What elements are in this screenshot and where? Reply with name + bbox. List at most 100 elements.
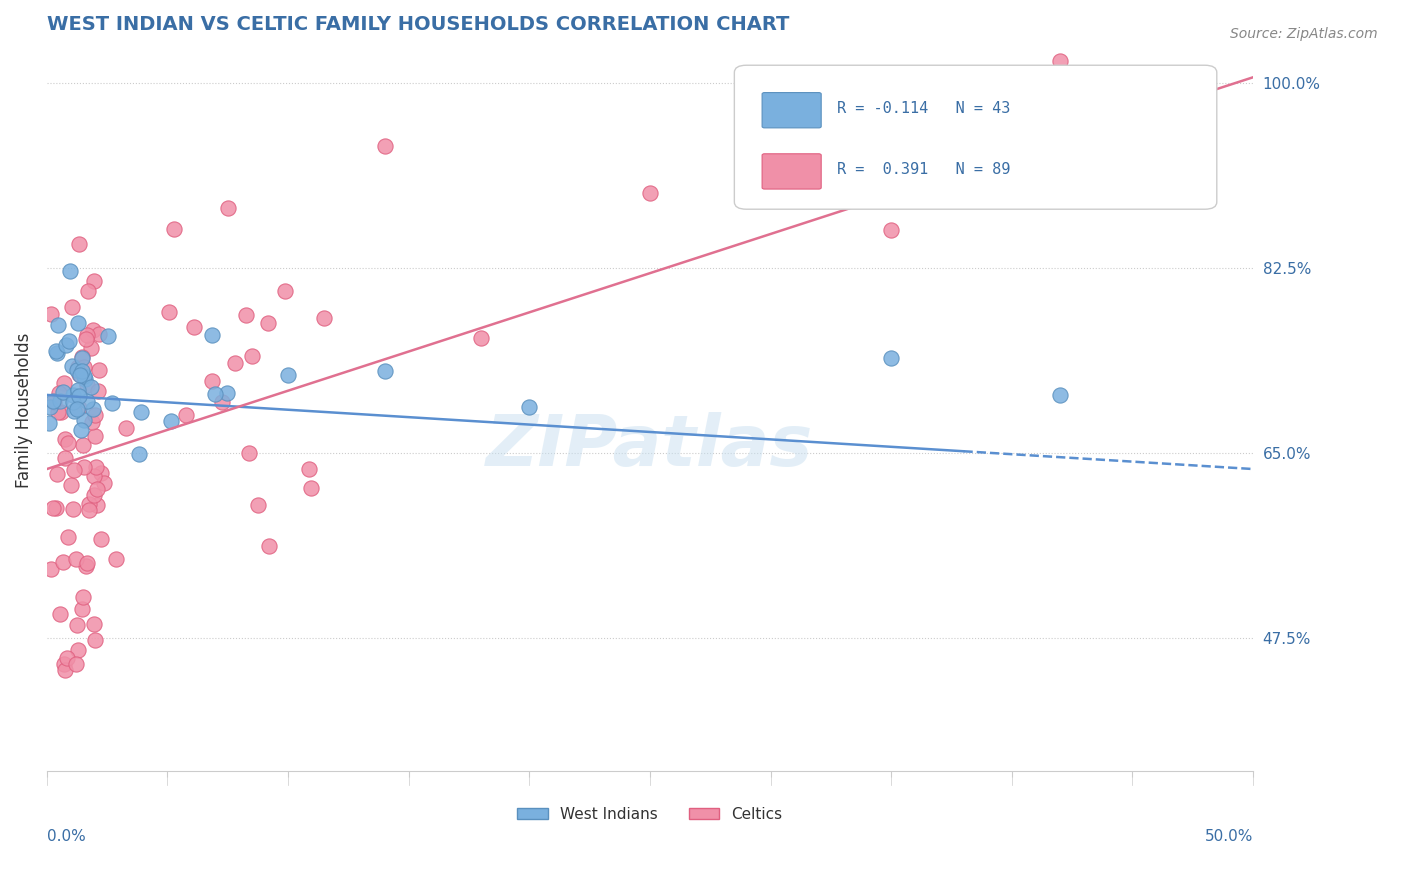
West Indians	[1049, 387, 1071, 401]
West Indians	[70, 364, 93, 378]
West Indians	[82, 401, 104, 416]
West Indians	[128, 447, 150, 461]
West Indians	[67, 389, 90, 403]
Celtics	[240, 349, 263, 363]
Celtics	[75, 332, 97, 346]
Celtics	[72, 438, 94, 452]
Celtics	[42, 394, 65, 409]
Celtics	[70, 601, 93, 615]
West Indians	[62, 395, 84, 409]
Celtics	[247, 498, 270, 512]
Celtics	[217, 201, 239, 215]
West Indians	[66, 363, 89, 377]
Celtics	[45, 501, 67, 516]
Text: WEST INDIAN VS CELTIC FAMILY HOUSEHOLDS CORRELATION CHART: WEST INDIAN VS CELTIC FAMILY HOUSEHOLDS …	[46, 15, 789, 34]
Celtics	[56, 650, 79, 665]
Celtics	[86, 482, 108, 496]
Celtics	[84, 460, 107, 475]
Text: Source: ZipAtlas.com: Source: ZipAtlas.com	[1230, 27, 1378, 41]
Celtics	[90, 533, 112, 547]
West Indians	[201, 327, 224, 342]
Celtics	[80, 341, 103, 355]
Celtics	[83, 633, 105, 648]
Celtics	[87, 326, 110, 341]
West Indians	[66, 384, 89, 398]
West Indians	[69, 423, 91, 437]
Celtics	[83, 488, 105, 502]
Celtics	[66, 617, 89, 632]
West Indians	[97, 329, 120, 343]
Celtics	[87, 363, 110, 377]
West Indians	[374, 364, 396, 378]
Celtics	[76, 378, 98, 392]
Celtics	[235, 309, 257, 323]
West Indians	[159, 414, 181, 428]
West Indians	[38, 416, 60, 430]
Celtics	[83, 274, 105, 288]
Celtics	[79, 497, 101, 511]
Celtics	[470, 331, 492, 345]
Celtics	[183, 319, 205, 334]
Celtics	[157, 304, 180, 318]
West Indians	[73, 413, 96, 427]
West Indians	[55, 337, 77, 351]
Celtics	[1049, 54, 1071, 69]
West Indians	[52, 384, 75, 399]
Celtics	[224, 356, 246, 370]
FancyBboxPatch shape	[762, 153, 821, 189]
Text: R = -0.114   N = 43: R = -0.114 N = 43	[837, 101, 1011, 116]
Celtics	[82, 323, 104, 337]
Celtics	[67, 401, 90, 416]
Celtics	[48, 386, 70, 401]
West Indians	[48, 393, 70, 408]
Celtics	[65, 657, 87, 671]
West Indians	[880, 351, 903, 366]
West Indians	[39, 400, 62, 414]
West Indians	[45, 343, 67, 358]
Celtics	[60, 300, 83, 314]
Celtics	[73, 360, 96, 375]
Celtics	[53, 432, 76, 446]
Celtics	[86, 498, 108, 512]
Celtics	[56, 530, 79, 544]
Celtics	[63, 463, 86, 477]
Celtics	[75, 559, 97, 574]
Celtics	[48, 607, 70, 622]
Celtics	[42, 501, 65, 516]
Celtics	[83, 429, 105, 443]
West Indians	[80, 379, 103, 393]
Celtics	[72, 590, 94, 604]
Celtics	[312, 311, 335, 326]
West Indians	[69, 368, 91, 383]
West Indians	[67, 316, 90, 330]
West Indians	[215, 385, 238, 400]
West Indians	[66, 402, 89, 417]
West Indians	[517, 400, 540, 414]
West Indians	[76, 394, 98, 409]
Celtics	[83, 617, 105, 632]
Celtics	[238, 446, 260, 460]
West Indians	[73, 372, 96, 386]
Celtics	[257, 317, 280, 331]
Text: 50.0%: 50.0%	[1205, 829, 1253, 844]
Celtics	[93, 475, 115, 490]
Celtics	[90, 466, 112, 480]
Text: R =  0.391   N = 89: R = 0.391 N = 89	[837, 162, 1011, 178]
Celtics	[60, 478, 83, 492]
Celtics	[115, 421, 138, 435]
West Indians	[277, 368, 299, 383]
West Indians	[72, 368, 94, 383]
Celtics	[58, 436, 80, 450]
FancyBboxPatch shape	[762, 93, 821, 128]
Text: 0.0%: 0.0%	[46, 829, 86, 844]
Celtics	[174, 408, 197, 422]
Celtics	[76, 557, 98, 571]
Celtics	[77, 503, 100, 517]
Celtics	[880, 223, 903, 237]
Celtics	[49, 405, 72, 419]
Celtics	[76, 284, 98, 298]
Celtics	[45, 467, 67, 481]
West Indians	[58, 334, 80, 348]
Celtics	[67, 237, 90, 252]
West Indians	[48, 318, 70, 332]
